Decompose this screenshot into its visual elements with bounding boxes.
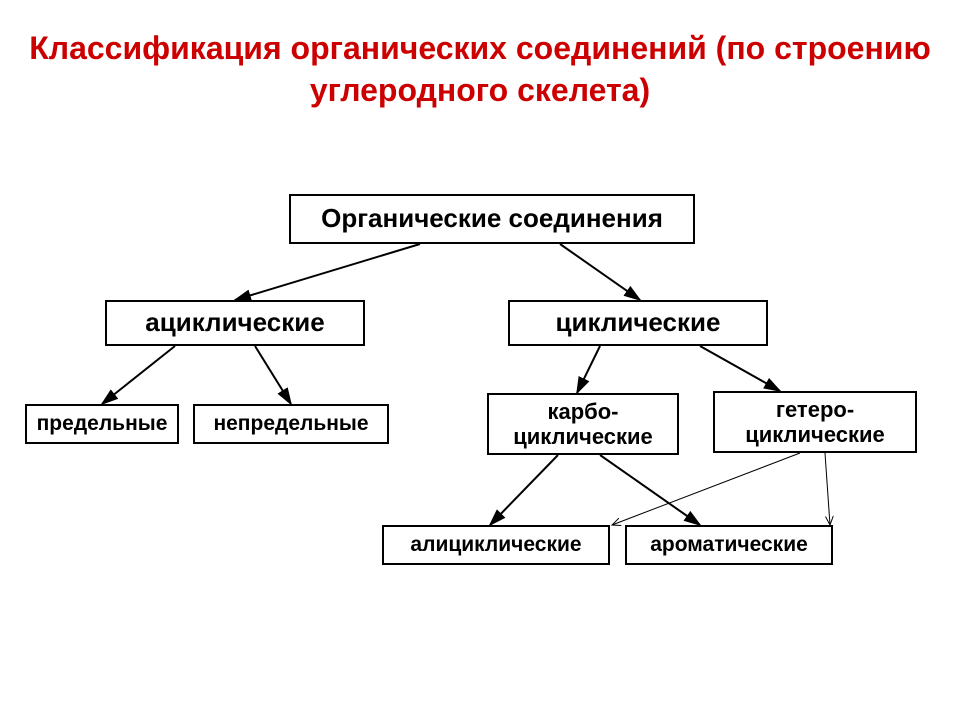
node-alicyclic: алициклические	[382, 525, 610, 565]
edge	[102, 346, 175, 404]
edge	[490, 455, 558, 525]
node-label: непредельные	[213, 412, 368, 436]
page-title: Классификация органических соединений (п…	[0, 28, 960, 111]
node-label: циклические	[556, 308, 721, 338]
node-acyclic: ациклические	[105, 300, 365, 346]
node-saturated: предельные	[25, 404, 179, 444]
node-root: Органические соединения	[289, 194, 695, 244]
node-label: ациклические	[145, 308, 324, 338]
node-cyclic: циклические	[508, 300, 768, 346]
edge	[700, 346, 780, 391]
edge	[825, 453, 830, 525]
node-label: ароматические	[650, 533, 808, 557]
edge	[255, 346, 291, 404]
node-label: алициклические	[410, 533, 581, 557]
title-text: Классификация органических соединений (п…	[29, 30, 931, 108]
edge	[560, 244, 640, 300]
node-label: Органические соединения	[321, 204, 663, 234]
node-carbocyclic: карбо-циклические	[487, 393, 679, 455]
node-label: карбо-циклические	[513, 399, 653, 450]
node-label: гетеро-циклические	[745, 397, 885, 448]
node-label: предельные	[37, 412, 168, 436]
node-unsaturated: непредельные	[193, 404, 389, 444]
edge	[612, 453, 800, 525]
edge	[235, 244, 420, 300]
edge	[577, 346, 600, 393]
node-aromatic: ароматические	[625, 525, 833, 565]
node-heterocyclic: гетеро-циклические	[713, 391, 917, 453]
edge	[600, 455, 700, 525]
